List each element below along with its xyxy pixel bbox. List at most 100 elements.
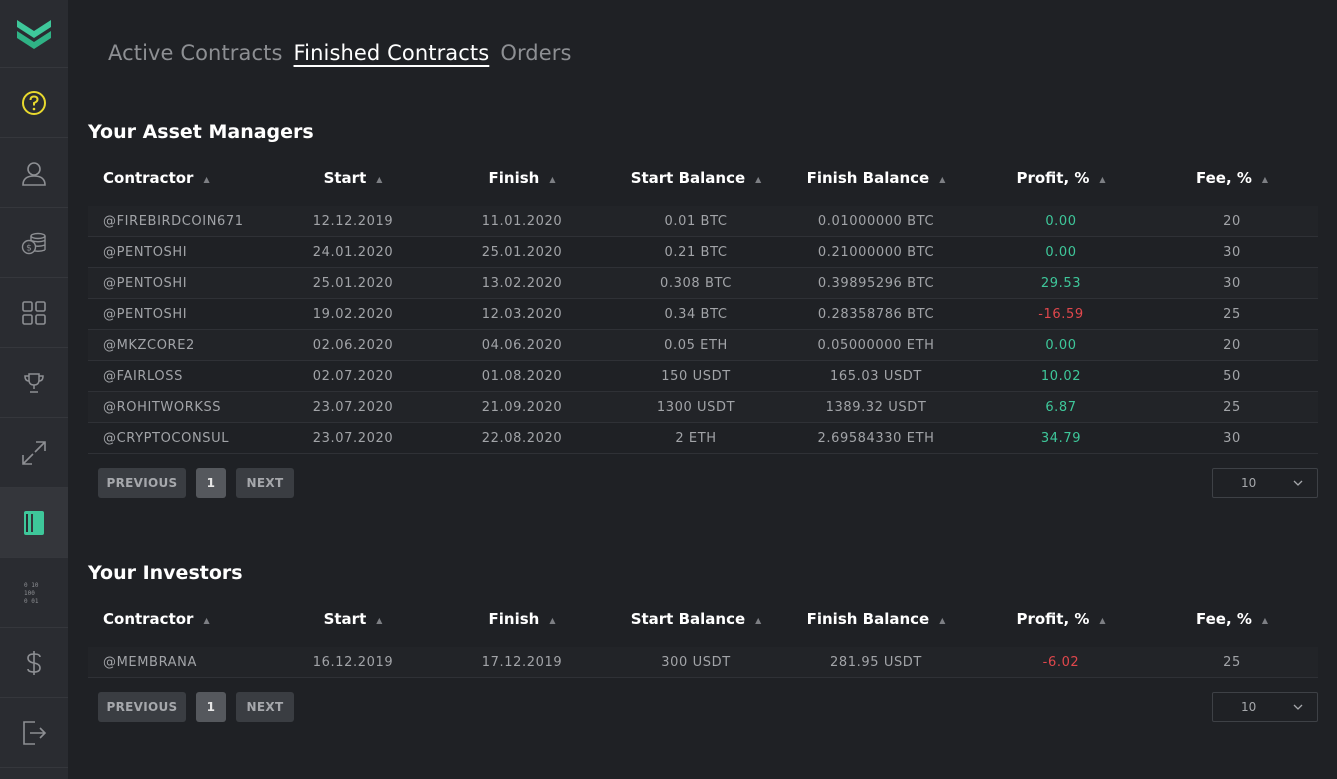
cell-start-balance: 0.01 BTC [664, 213, 728, 229]
cell-finish-balance: 1389.32 USDT [825, 399, 927, 415]
cell-profit: 0.00 [1045, 213, 1077, 229]
cell-contractor[interactable]: @FAIRLOSS [103, 368, 183, 384]
cell-contractor[interactable]: @PENTOSHI [103, 244, 188, 260]
col-profit[interactable]: Profit, % ▲ [1016, 610, 1106, 628]
cell-contractor[interactable]: @MKZCORE2 [103, 337, 195, 353]
col-fee[interactable]: Fee, % ▲ [1195, 169, 1269, 187]
table-row[interactable]: @PENTOSHI 25.01.2020 13.02.2020 0.308 BTC 0.… [88, 268, 1318, 299]
cell-fee: 30 [1223, 244, 1241, 260]
col-start[interactable]: Start ▲ [323, 610, 383, 628]
sort-icon: ▲ [1261, 616, 1269, 625]
table-row[interactable]: @ROHITWORKSS 23.07.2020 21.09.2020 1300 USD… [88, 392, 1318, 423]
col-profit[interactable]: Profit, % ▲ [1016, 169, 1106, 187]
logo[interactable] [0, 0, 68, 68]
cell-contractor[interactable]: @CRYPTOCONSUL [103, 430, 230, 446]
table-row[interactable]: @PENTOSHI 24.01.2020 25.01.2020 0.21 BTC 0.2… [88, 237, 1318, 268]
cell-profit: 0.00 [1045, 244, 1077, 260]
table-row[interactable]: @FIREBIRDCOIN671 12.12.2019 11.01.2020 0.01… [88, 206, 1318, 237]
page-1-button[interactable]: 1 [196, 692, 226, 722]
chevron-down-icon [1293, 704, 1303, 710]
cell-finish-balance: 0.05000000 ETH [817, 337, 935, 353]
cell-contractor[interactable]: @PENTOSHI [103, 275, 188, 291]
cell-start-balance: 0.34 BTC [664, 306, 728, 322]
cell-contractor[interactable]: @ROHITWORKSS [103, 399, 222, 415]
cell-profit: 34.79 [1040, 430, 1082, 446]
cell-fee: 50 [1223, 368, 1241, 384]
col-start-balance[interactable]: Start Balance ▲ [630, 169, 762, 187]
next-button[interactable]: NEXT [236, 468, 294, 498]
previous-button[interactable]: PREVIOUS [98, 468, 186, 498]
cell-start-balance: 2 ETH [675, 430, 717, 446]
sidebar-item-api[interactable]: 0 10 100 0 01 [0, 558, 68, 628]
table-row[interactable]: @MEMBRANA 16.12.2019 17.12.2019 300 USDT 281… [88, 647, 1318, 678]
user-icon [22, 161, 46, 186]
cell-fee: 30 [1223, 430, 1241, 446]
next-button[interactable]: NEXT [236, 692, 294, 722]
sort-icon: ▲ [939, 175, 946, 184]
sidebar-item-logout[interactable] [0, 698, 68, 768]
binary-icon: 0 10 100 0 01 [24, 582, 39, 605]
page-1-button[interactable]: 1 [196, 468, 226, 498]
cell-start: 02.06.2020 [312, 337, 394, 353]
cell-profit: 29.53 [1040, 275, 1082, 291]
col-finish-balance[interactable]: Finish Balance ▲ [806, 169, 946, 187]
sort-icon: ▲ [1261, 175, 1269, 184]
table-row[interactable]: @CRYPTOCONSUL 23.07.2020 22.08.2020 2 ETH 2.… [88, 423, 1318, 454]
sidebar-item-exchange[interactable] [0, 418, 68, 488]
col-finish[interactable]: Finish ▲ [488, 169, 556, 187]
asset-managers-title: Your Asset Managers [88, 121, 314, 143]
sidebar: $ 0 10 100 0 01 [0, 0, 68, 779]
col-contractor[interactable]: Contractor ▲ [103, 169, 210, 187]
tab-orders[interactable]: Orders [500, 41, 572, 65]
cell-fee: 25 [1223, 654, 1241, 670]
investors-title: Your Investors [88, 562, 243, 584]
cell-finish: 11.01.2020 [481, 213, 563, 229]
cell-contractor[interactable]: @MEMBRANA [103, 654, 197, 670]
col-start-balance[interactable]: Start Balance ▲ [630, 610, 762, 628]
main-content: Active Contracts Finished Contracts Orde… [68, 0, 1337, 779]
cell-start-balance: 300 USDT [661, 654, 731, 670]
sidebar-item-billing[interactable] [0, 628, 68, 698]
tab-finished-contracts[interactable]: Finished Contracts [293, 41, 490, 65]
cell-profit: 10.02 [1040, 368, 1082, 384]
table-header: Contractor ▲ Start ▲ Finish ▲ Start Balance… [88, 591, 1318, 647]
sidebar-item-help[interactable] [0, 68, 68, 138]
tab-active-contracts[interactable]: Active Contracts [108, 41, 283, 65]
col-finish-balance[interactable]: Finish Balance ▲ [806, 610, 946, 628]
sidebar-item-wallet[interactable]: $ [0, 208, 68, 278]
svg-text:0 10: 0 10 [24, 582, 39, 589]
table-row[interactable]: @MKZCORE2 02.06.2020 04.06.2020 0.05 ETH 0.0… [88, 330, 1318, 361]
page-size-select[interactable]: 10 [1212, 692, 1318, 722]
cell-start: 16.12.2019 [312, 654, 394, 670]
coins-icon: $ [21, 232, 46, 254]
sort-icon: ▲ [376, 616, 383, 625]
investors-pagination: PREVIOUS 1 NEXT [98, 692, 294, 722]
cell-finish-balance: 0.01000000 BTC [817, 213, 935, 229]
cell-fee: 20 [1223, 337, 1241, 353]
cell-start-balance: 150 USDT [661, 368, 731, 384]
sidebar-item-dashboard[interactable] [0, 278, 68, 348]
previous-button[interactable]: PREVIOUS [98, 692, 186, 722]
cell-contractor[interactable]: @PENTOSHI [103, 306, 188, 322]
sort-icon: ▲ [939, 616, 946, 625]
page-size-select[interactable]: 10 [1212, 468, 1318, 498]
table-row[interactable]: @FAIRLOSS 02.07.2020 01.08.2020 150 USDT 165… [88, 361, 1318, 392]
cell-contractor[interactable]: @FIREBIRDCOIN671 [103, 213, 244, 229]
col-start[interactable]: Start ▲ [323, 169, 383, 187]
sidebar-item-rating[interactable] [0, 348, 68, 418]
col-fee[interactable]: Fee, % ▲ [1195, 610, 1269, 628]
col-contractor[interactable]: Contractor ▲ [103, 610, 210, 628]
page-size-value: 10 [1241, 700, 1257, 714]
sidebar-item-contracts[interactable] [0, 488, 68, 558]
cell-finish-balance: 165.03 USDT [830, 368, 922, 384]
table-body: @MEMBRANA 16.12.2019 17.12.2019 300 USDT 281… [88, 647, 1318, 678]
col-finish[interactable]: Finish ▲ [488, 610, 556, 628]
dollar-icon [27, 650, 41, 675]
sort-icon: ▲ [549, 175, 556, 184]
cell-finish: 01.08.2020 [481, 368, 563, 384]
table-row[interactable]: @PENTOSHI 19.02.2020 12.03.2020 0.34 BTC 0.2… [88, 299, 1318, 330]
svg-text:0 01: 0 01 [24, 598, 39, 605]
grid-icon [22, 300, 46, 325]
cell-finish: 22.08.2020 [481, 430, 563, 446]
sidebar-item-profile[interactable] [0, 138, 68, 208]
